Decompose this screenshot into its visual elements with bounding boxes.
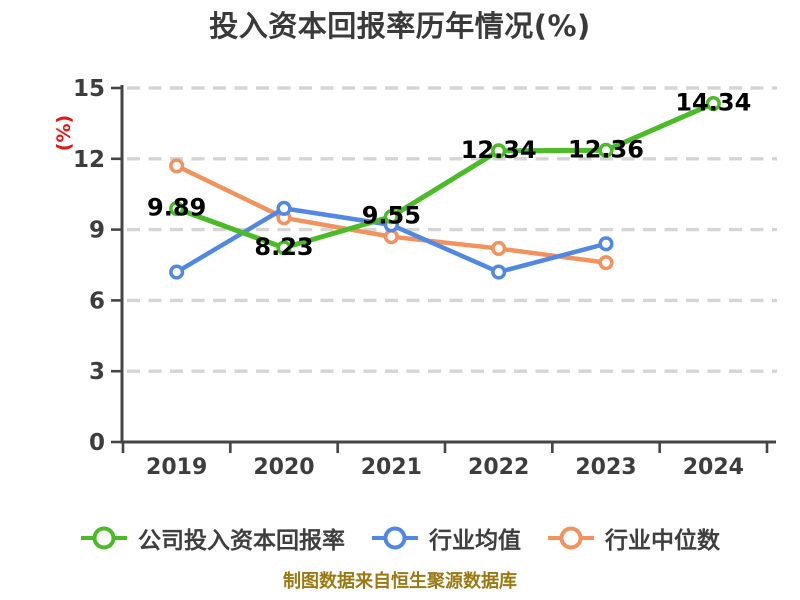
x-tick-label: 2022 xyxy=(468,455,529,480)
legend-item-industry-mean[interactable]: 行业均值 xyxy=(371,521,521,555)
data-point-marker xyxy=(383,229,399,245)
data-point-label: 14.34 xyxy=(675,89,751,117)
legend-label-industry-mean: 行业均值 xyxy=(429,528,521,554)
data-point-marker xyxy=(491,264,507,280)
y-tick-label: 0 xyxy=(89,430,105,456)
x-tick-label: 2023 xyxy=(575,455,636,480)
data-point-marker xyxy=(491,143,507,159)
legend-label-company-roic: 公司投入资本回报率 xyxy=(138,528,345,554)
y-tick-label: 12 xyxy=(73,147,105,173)
legend-label-industry-median: 行业中位数 xyxy=(605,528,720,554)
data-point-marker xyxy=(598,142,614,158)
x-tick-label: 2020 xyxy=(253,455,314,480)
data-point-marker xyxy=(276,240,292,256)
x-tick-label: 2021 xyxy=(361,455,422,480)
data-source-credit: 制图数据来自恒生聚源数据库 xyxy=(283,571,517,592)
data-point-marker xyxy=(276,200,292,216)
legend-line-marker-icon xyxy=(81,526,127,550)
y-tick-label: 9 xyxy=(89,218,105,244)
data-point-marker xyxy=(169,264,185,280)
chart-title: 投入资本回报率历年情况(%) xyxy=(209,9,591,43)
data-point-label: 12.36 xyxy=(568,135,644,163)
y-tick-label: 3 xyxy=(89,359,105,385)
data-point-marker xyxy=(169,201,185,217)
chart-legend: 公司投入资本回报率 行业均值 行业中位数 xyxy=(0,520,800,556)
data-point-label: 9.89 xyxy=(147,194,206,222)
legend-line-marker-icon xyxy=(372,526,418,550)
data-point-marker xyxy=(169,158,185,174)
data-point-marker xyxy=(383,209,399,225)
data-point-marker xyxy=(598,236,614,252)
legend-item-industry-median[interactable]: 行业中位数 xyxy=(547,521,720,555)
data-point-label: 8.23 xyxy=(254,233,313,261)
y-tick-label: 6 xyxy=(89,288,105,314)
x-tick-label: 2024 xyxy=(683,455,744,480)
data-point-label: 9.55 xyxy=(362,202,421,230)
legend-line-marker-icon xyxy=(548,526,594,550)
x-tick-label: 2019 xyxy=(146,455,207,480)
data-point-marker xyxy=(705,96,721,112)
legend-item-company-roic[interactable]: 公司投入资本回报率 xyxy=(80,521,345,555)
data-point-label: 12.34 xyxy=(461,136,537,164)
y-tick-label: 15 xyxy=(73,76,105,102)
data-point-marker xyxy=(491,240,507,257)
series-line xyxy=(174,101,716,251)
data-point-marker xyxy=(598,255,614,271)
